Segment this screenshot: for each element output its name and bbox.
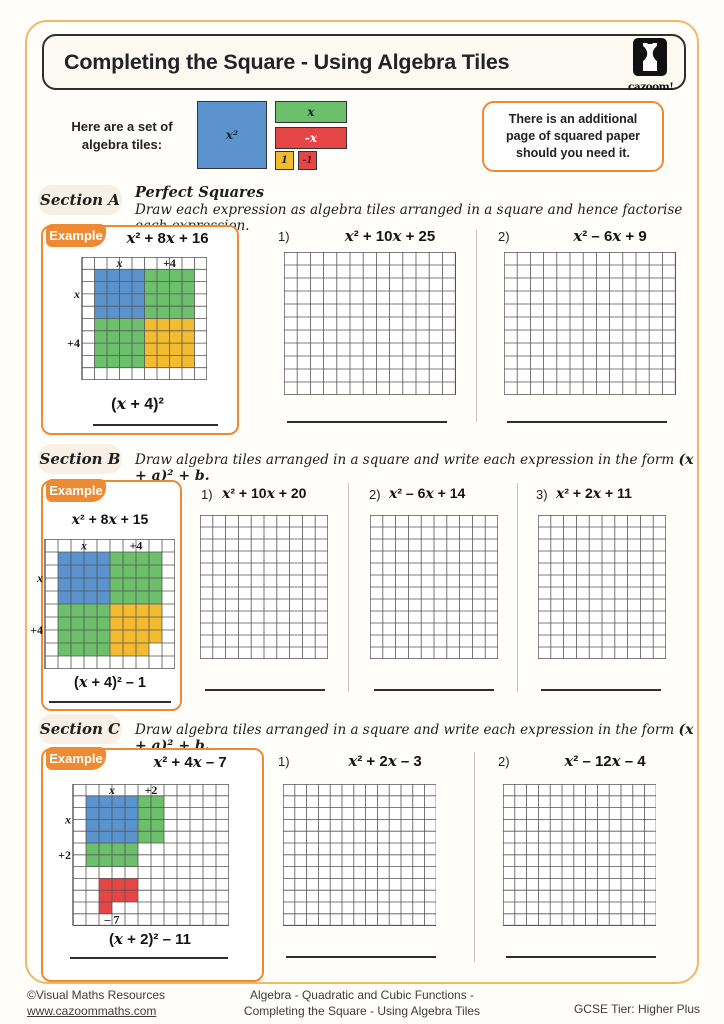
blank-grid-problem-a1[interactable] (284, 252, 456, 395)
footer-center: Algebra - Quadratic and Cubic Functions … (232, 988, 492, 1019)
problem-c2-expression: x² – 12x – 4 (564, 752, 646, 770)
svg-text:x: x (116, 257, 123, 270)
blank-grid-problem-a2[interactable] (504, 252, 676, 395)
section-a-subtitle: Perfect Squares (135, 184, 264, 201)
algebra-grid-section-a-example: x +4 x +4 (67, 257, 207, 380)
problem-b1-expression: x² + 10x + 20 (222, 485, 307, 502)
section-b-divider-2 (517, 483, 518, 692)
svg-text:+2: +2 (145, 784, 158, 797)
problem-a1-number: 1) (278, 229, 290, 244)
problem-b2-expression: x² – 6x + 14 (389, 485, 466, 502)
problem-b3-number: 3) (536, 487, 548, 502)
intro-lead-line1: Here are a set of (71, 119, 173, 134)
tile-one: 1 (275, 151, 294, 170)
svg-text:x: x (36, 571, 43, 585)
section-a-divider (476, 230, 477, 422)
problem-c1-number: 1) (278, 754, 290, 769)
tile-x: x (275, 101, 347, 123)
footer-copyright: ©Visual Maths Resources (27, 988, 166, 1002)
blank-grid-problem-c1[interactable] (283, 784, 437, 926)
footer-topic-line2: Completing the Square - Using Algebra Ti… (243, 1003, 481, 1018)
svg-text:+4: +4 (31, 623, 43, 637)
svg-text:+4: +4 (163, 257, 176, 270)
section-c-example-expression: x² + 4x – 7 (153, 753, 227, 771)
footer-tier: GCSE Tier: Higher Plus (573, 1002, 700, 1016)
svg-text:+4: +4 (130, 539, 143, 553)
section-b-heading: Section B (38, 444, 122, 474)
tile-negative-x: -x (275, 127, 347, 149)
tile-x-squared: x² (197, 101, 267, 169)
section-a-heading: Section A (38, 185, 122, 215)
problem-b1-answer-line[interactable] (205, 689, 325, 691)
svg-text:+2: +2 (58, 848, 71, 862)
section-a-example-answer: (x + 4)² (111, 394, 164, 413)
cazoom-logo: cazoom! (628, 38, 674, 93)
svg-text:x: x (108, 784, 115, 797)
intro-lead: Here are a set of algebra tiles: (48, 118, 196, 153)
blank-grid-problem-b2[interactable] (370, 515, 498, 659)
svg-text:x: x (73, 287, 80, 301)
blank-grid-problem-b1[interactable] (200, 515, 328, 659)
section-b-example-tab: Example (46, 479, 106, 502)
intro-lead-line2: algebra tiles: (81, 136, 163, 152)
blank-grid-problem-b3[interactable] (538, 515, 666, 659)
page-title: Completing the Square - Using Algebra Ti… (64, 49, 510, 74)
algebra-grid-section-b-example: x +4 x +4 (31, 539, 175, 669)
section-b-example-answer-line (49, 701, 171, 703)
cazoom-logo-text: cazoom! (628, 81, 674, 93)
problem-c1-answer-line[interactable] (286, 956, 436, 958)
section-b-instruction-text: Draw algebra tiles arranged in a square … (135, 452, 675, 468)
problem-a2-answer-line[interactable] (507, 421, 667, 423)
section-c-heading: Section C (38, 714, 122, 744)
section-c-instruction: Draw algebra tiles arranged in a square … (135, 722, 695, 754)
section-b-example-expression: x² + 8x + 15 (71, 511, 149, 528)
cazoom-logo-icon (633, 38, 667, 76)
section-c-example-tab: Example (46, 747, 106, 770)
blank-grid-problem-c2[interactable] (503, 784, 657, 926)
section-c-divider (474, 752, 475, 962)
section-a-example-tab: Example (46, 224, 106, 247)
title-bar: Completing the Square - Using Algebra Ti… (42, 34, 686, 90)
svg-text:x: x (64, 812, 71, 826)
section-b-instruction: Draw algebra tiles arranged in a square … (135, 452, 695, 484)
section-c-example-answer: (x + 2)² – 11 (109, 930, 191, 948)
footer-topic-line1: Algebra - Quadratic and Cubic Functions … (249, 988, 475, 1002)
page-border-frame (25, 20, 699, 984)
problem-c1-expression: x² + 2x – 3 (348, 752, 422, 770)
svg-text:x: x (80, 539, 87, 553)
section-b-divider-1 (348, 483, 349, 692)
problem-b3-answer-line[interactable] (541, 689, 661, 691)
squared-paper-note: There is an additional page of squared p… (482, 101, 664, 172)
section-c-example-answer-line (70, 957, 228, 959)
section-c-instruction-text: Draw algebra tiles arranged in a square … (135, 722, 675, 738)
svg-text:+4: +4 (67, 336, 80, 350)
svg-text:– 7: – 7 (104, 913, 120, 926)
footer-url-link[interactable]: www.cazoommaths.com (27, 1003, 157, 1018)
problem-a1-answer-line[interactable] (287, 421, 447, 423)
problem-c2-number: 2) (498, 754, 510, 769)
problem-a2-expression: x² – 6x + 9 (573, 227, 647, 245)
problem-a2-number: 2) (498, 229, 510, 244)
problem-b2-answer-line[interactable] (374, 689, 494, 691)
tile-negative-one: -1 (298, 151, 317, 170)
problem-b3-expression: x² + 2x + 11 (556, 485, 632, 502)
footer-left: ©Visual Maths Resources www.cazoommaths.… (27, 988, 165, 1019)
problem-b1-number: 1) (201, 487, 213, 502)
problem-b2-number: 2) (369, 487, 381, 502)
problem-a1-expression: x² + 10x + 25 (344, 227, 436, 245)
section-a-example-expression: x² + 8x + 16 (126, 229, 209, 247)
section-a-example-answer-line (93, 424, 218, 426)
section-b-example-answer: (x + 4)² – 1 (74, 674, 146, 691)
problem-c2-answer-line[interactable] (506, 956, 656, 958)
algebra-grid-section-c-example: x +2 x +2 – 7 (58, 784, 229, 926)
